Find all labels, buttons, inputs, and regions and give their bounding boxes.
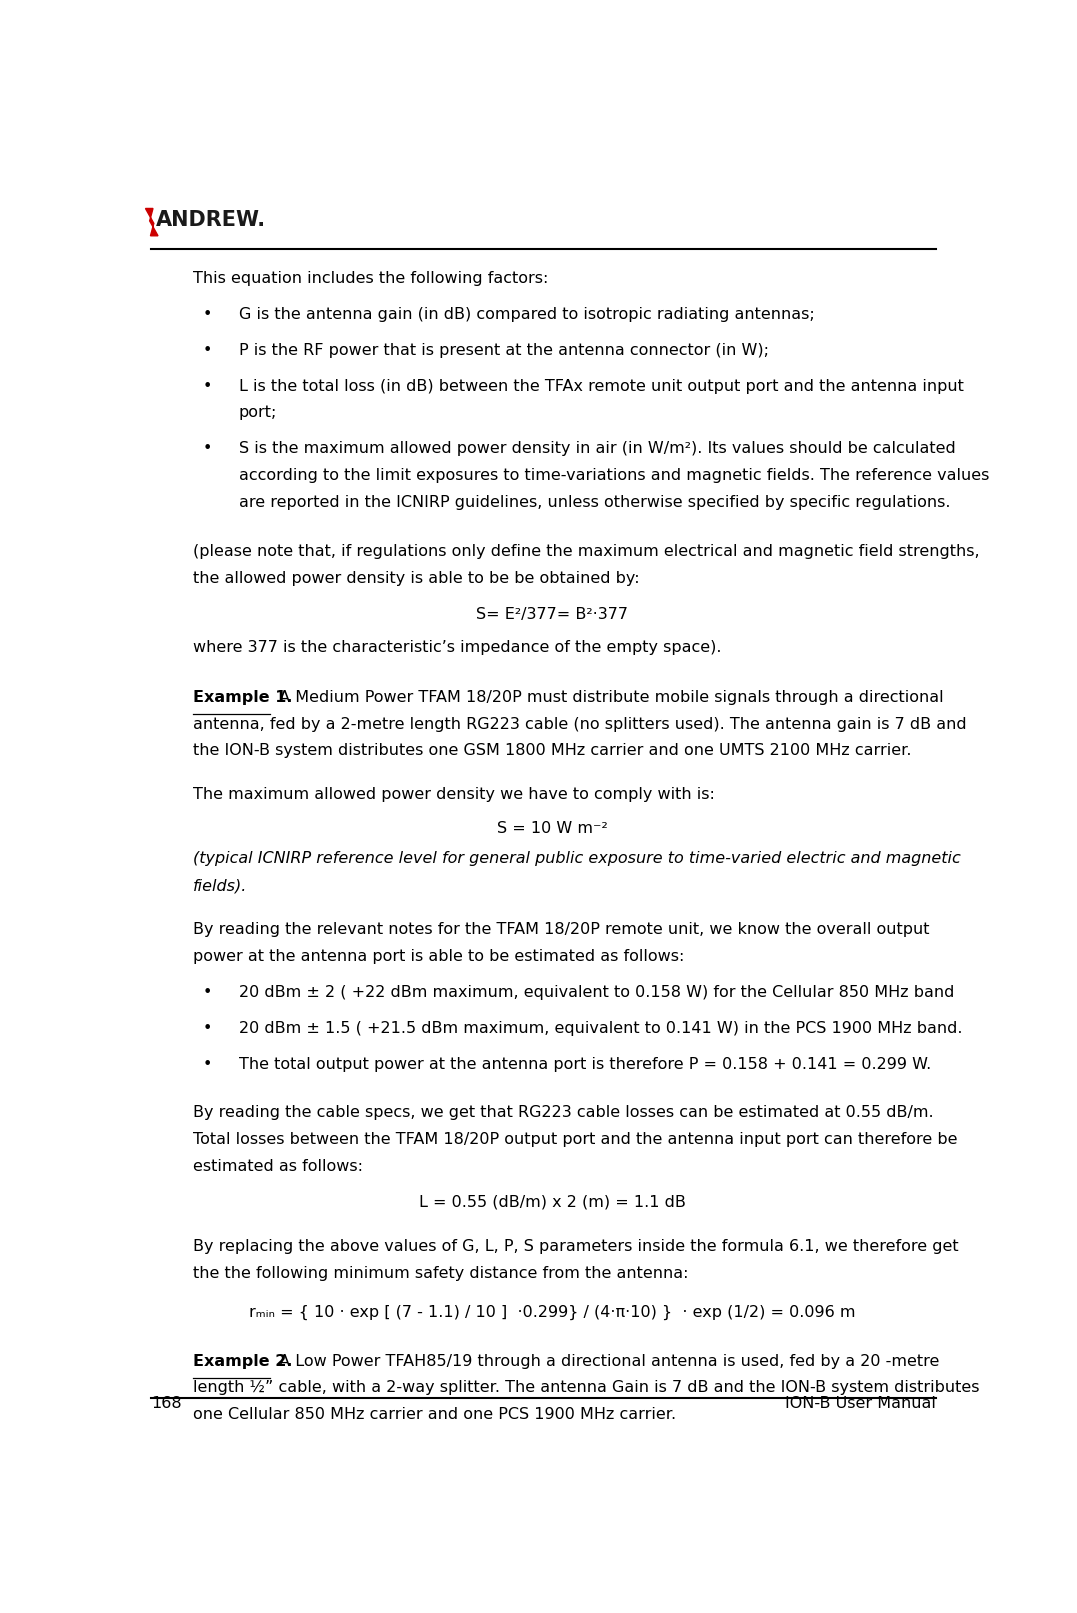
Text: 168: 168 — [151, 1395, 182, 1411]
Text: The maximum allowed power density we have to comply with is:: The maximum allowed power density we hav… — [193, 787, 715, 802]
Text: length ½” cable, with a 2-way splitter. The antenna Gain is 7 dB and the ION-B s: length ½” cable, with a 2-way splitter. … — [193, 1381, 980, 1395]
Text: one Cellular 850 MHz carrier and one PCS 1900 MHz carrier.: one Cellular 850 MHz carrier and one PCS… — [193, 1407, 676, 1423]
Text: Total losses between the TFAM 18/20P output port and the antenna input port can : Total losses between the TFAM 18/20P out… — [193, 1132, 957, 1147]
Text: By reading the relevant notes for the TFAM 18/20P remote unit, we know the overa: By reading the relevant notes for the TF… — [193, 923, 929, 937]
Text: the allowed power density is able to be be obtained by:: the allowed power density is able to be … — [193, 571, 640, 586]
Text: according to the limit exposures to time-variations and magnetic fields. The ref: according to the limit exposures to time… — [239, 468, 990, 484]
Text: •: • — [204, 306, 212, 321]
Text: fields).: fields). — [193, 877, 248, 894]
Text: By reading the cable specs, we get that RG223 cable losses can be estimated at 0: By reading the cable specs, we get that … — [193, 1105, 934, 1121]
Text: power at the antenna port is able to be estimated as follows:: power at the antenna port is able to be … — [193, 948, 684, 965]
Text: estimated as follows:: estimated as follows: — [193, 1158, 363, 1174]
Text: rₘᵢₙ = { 10 · exp [ (7 - 1.1) / 10 ]  ·0.299} / (4·π·10) }  · exp (1/2) = 0.096 : rₘᵢₙ = { 10 · exp [ (7 - 1.1) / 10 ] ·0.… — [249, 1305, 855, 1319]
Text: ANDREW.: ANDREW. — [155, 210, 266, 229]
Text: are reported in the ICNIRP guidelines, unless otherwise specified by specific re: are reported in the ICNIRP guidelines, u… — [239, 495, 951, 510]
Text: ION-B User Manual: ION-B User Manual — [785, 1395, 936, 1411]
Text: the the following minimum safety distance from the antenna:: the the following minimum safety distanc… — [193, 1266, 688, 1281]
Text: •: • — [204, 1057, 212, 1073]
Text: port;: port; — [239, 405, 278, 421]
Text: (please note that, if regulations only define the maximum electrical and magneti: (please note that, if regulations only d… — [193, 544, 980, 560]
Text: A Low Power TFAH85/19 through a directional antenna is used, fed by a 20 -metre: A Low Power TFAH85/19 through a directio… — [274, 1353, 939, 1369]
Text: The total output power at the antenna port is therefore P = 0.158 + 0.141 = 0.29: The total output power at the antenna po… — [239, 1057, 932, 1073]
Text: antenna, fed by a 2-metre length RG223 cable (no splitters used). The antenna ga: antenna, fed by a 2-metre length RG223 c… — [193, 716, 967, 732]
Text: •: • — [204, 342, 212, 358]
Text: •: • — [204, 986, 212, 1000]
Text: 20 dBm ± 2 ( +22 dBm maximum, equivalent to 0.158 W) for the Cellular 850 MHz ba: 20 dBm ± 2 ( +22 dBm maximum, equivalent… — [239, 986, 954, 1000]
Polygon shape — [145, 208, 158, 235]
Text: S is the maximum allowed power density in air (in W/m²). Its values should be ca: S is the maximum allowed power density i… — [239, 442, 955, 456]
Text: This equation includes the following factors:: This equation includes the following fac… — [193, 271, 548, 286]
Text: S = 10 W m⁻²: S = 10 W m⁻² — [496, 821, 607, 836]
Text: S= E²/377= B²·377: S= E²/377= B²·377 — [476, 606, 628, 623]
Text: A Medium Power TFAM 18/20P must distribute mobile signals through a directional: A Medium Power TFAM 18/20P must distribu… — [274, 690, 943, 705]
Text: •: • — [204, 1021, 212, 1036]
Text: 20 dBm ± 1.5 ( +21.5 dBm maximum, equivalent to 0.141 W) in the PCS 1900 MHz ban: 20 dBm ± 1.5 ( +21.5 dBm maximum, equiva… — [239, 1021, 963, 1036]
Text: Example 2.: Example 2. — [193, 1353, 293, 1369]
Text: •: • — [204, 379, 212, 394]
Text: where 377 is the characteristic’s impedance of the empty space).: where 377 is the characteristic’s impeda… — [193, 640, 722, 655]
Text: the ION-B system distributes one GSM 1800 MHz carrier and one UMTS 2100 MHz carr: the ION-B system distributes one GSM 180… — [193, 744, 911, 758]
Text: •: • — [204, 442, 212, 456]
Text: Example 1.: Example 1. — [193, 690, 293, 705]
Text: (typical ICNIRP reference level for general public exposure to time-varied elect: (typical ICNIRP reference level for gene… — [193, 852, 961, 866]
Text: P is the RF power that is present at the antenna connector (in W);: P is the RF power that is present at the… — [239, 342, 769, 358]
Text: L is the total loss (in dB) between the TFAx remote unit output port and the ant: L is the total loss (in dB) between the … — [239, 379, 964, 394]
Text: G is the antenna gain (in dB) compared to isotropic radiating antennas;: G is the antenna gain (in dB) compared t… — [239, 306, 814, 321]
Text: L = 0.55 (dB/m) x 2 (m) = 1.1 dB: L = 0.55 (dB/m) x 2 (m) = 1.1 dB — [419, 1195, 685, 1210]
Text: By replacing the above values of G, L, P, S parameters inside the formula 6.1, w: By replacing the above values of G, L, P… — [193, 1239, 959, 1253]
